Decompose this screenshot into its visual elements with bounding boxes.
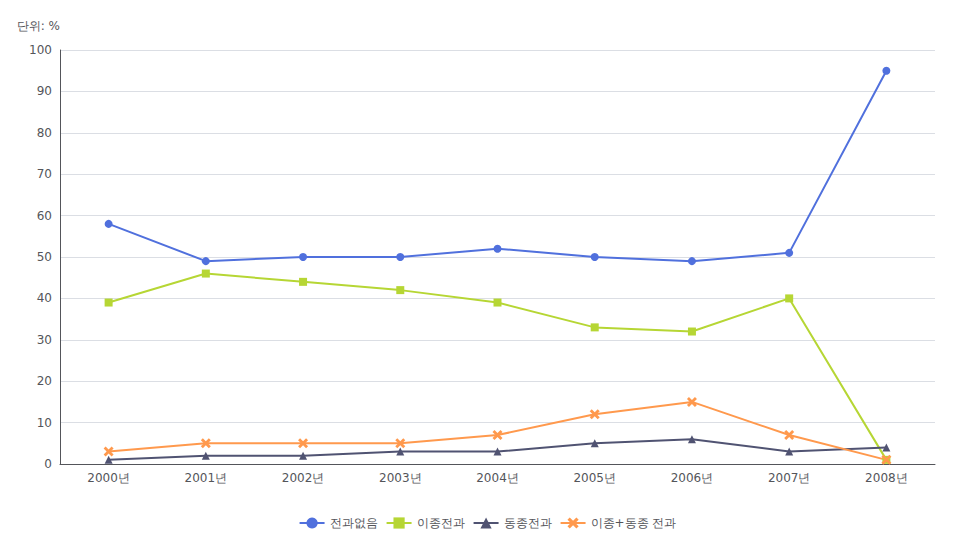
svg-text:40: 40 [37,291,52,305]
svg-text:2003년: 2003년 [379,471,422,485]
svg-text:60: 60 [37,209,52,223]
svg-text:이종전과: 이종전과 [417,516,465,530]
svg-text:70: 70 [37,167,52,181]
svg-text:2002년: 2002년 [282,471,325,485]
svg-text:0: 0 [44,457,52,471]
svg-text:2001년: 2001년 [185,471,228,485]
svg-text:2000년: 2000년 [87,471,130,485]
svg-text:20: 20 [37,374,52,388]
svg-text:80: 80 [37,126,52,140]
svg-text:2006년: 2006년 [671,471,714,485]
svg-text:50: 50 [37,250,52,264]
svg-text:90: 90 [37,84,52,98]
svg-text:동종전과: 동종전과 [504,516,552,530]
svg-text:단위: %: 단위: % [17,19,60,33]
svg-text:2004년: 2004년 [476,471,519,485]
svg-text:100: 100 [29,43,52,57]
svg-text:10: 10 [37,416,52,430]
svg-text:2005년: 2005년 [573,471,616,485]
svg-text:30: 30 [37,333,52,347]
svg-text:이종+동종 전과: 이종+동종 전과 [591,516,677,530]
svg-text:2008년: 2008년 [865,471,908,485]
svg-text:2007년: 2007년 [768,471,811,485]
svg-text:전과없음: 전과없음 [330,516,378,530]
